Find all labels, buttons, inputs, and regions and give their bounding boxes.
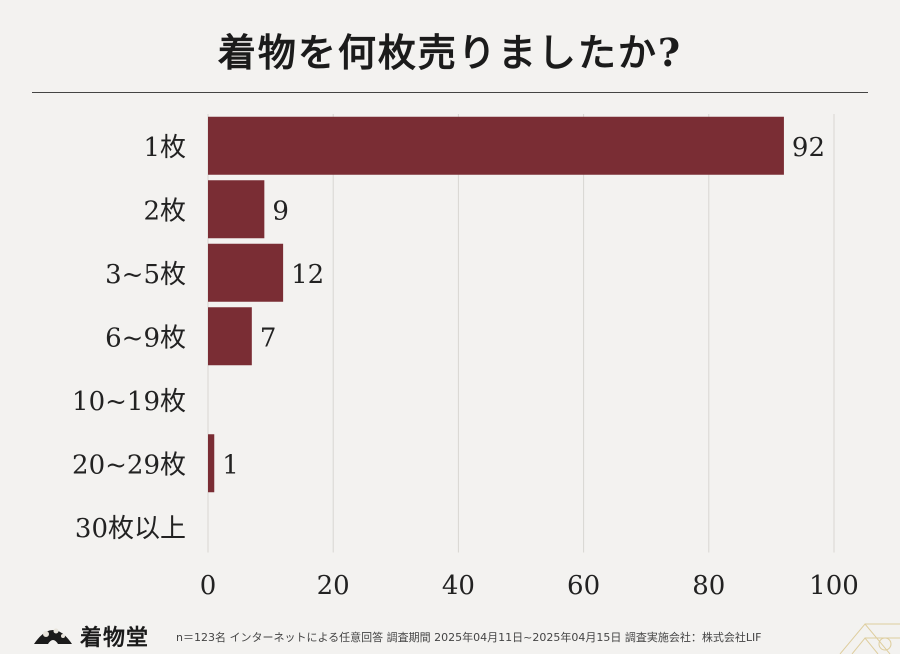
x-tick-label-40: 40 [442, 571, 475, 601]
fan-icon [34, 628, 72, 644]
bar [208, 434, 215, 493]
survey-footnote: n＝123名 インターネットによる任意回答 調査期間 2025年04月11日~2… [176, 631, 762, 644]
bar [208, 307, 252, 366]
category-label: 3~5枚 [105, 260, 186, 290]
title-divider [32, 92, 868, 93]
chart-title: 着物を何枚売りましたか? [217, 30, 683, 75]
bar [208, 180, 265, 239]
x-tick-label-60: 60 [567, 571, 600, 601]
bar [208, 243, 284, 302]
bar-value-label: 9 [272, 196, 289, 226]
bar-chart: 0 20 40 60 80 100 1枚 92 2枚 9 3~5枚 12 6~9枚 7 10~19枚 20~2… [72, 114, 859, 601]
bar-value-label: 7 [260, 323, 277, 353]
x-tick-label-100: 100 [809, 571, 859, 601]
footer: 着物堂 n＝123名 インターネットによる任意回答 調査期間 2025年04月1… [0, 614, 900, 654]
x-tick-label-80: 80 [692, 571, 725, 601]
corner-pattern-icon [839, 623, 900, 654]
x-tick-label-0: 0 [200, 571, 217, 601]
bar-value-label: 1 [222, 450, 239, 480]
bar-value-label: 12 [291, 260, 324, 290]
category-label: 6~9枚 [105, 323, 186, 353]
category-label: 1枚 [143, 133, 186, 163]
category-label: 20~29枚 [72, 450, 186, 480]
category-label: 10~19枚 [72, 387, 186, 417]
bar [208, 116, 784, 175]
category-label: 30枚以上 [75, 514, 186, 544]
bar-value-label: 92 [792, 133, 825, 163]
brand-logo-text: 着物堂 [80, 625, 150, 651]
category-label: 2枚 [143, 196, 186, 226]
x-tick-label-20: 20 [317, 571, 350, 601]
